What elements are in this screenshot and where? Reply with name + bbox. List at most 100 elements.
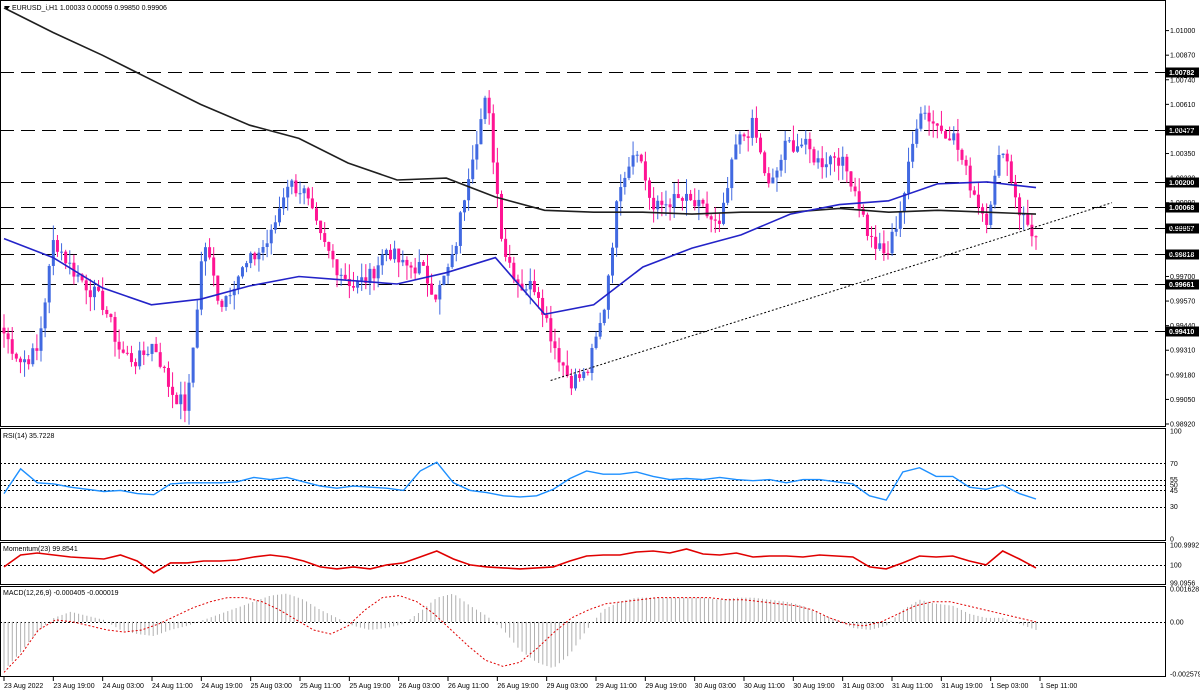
x-tick-label: 24 Aug 11:00 — [152, 683, 193, 690]
horizontal-level-label: 0.99661 — [1169, 282, 1194, 289]
price-y-tick-label: 0.99180 — [1170, 372, 1195, 379]
candle-body — [183, 394, 187, 411]
candle-body — [602, 309, 606, 324]
candle-body — [1013, 182, 1017, 198]
candle-body — [60, 251, 64, 253]
y-axis-labels: 1.01000 1.00870 1.00740 1.00610 1.00480 1.003… — [1165, 28, 1200, 679]
candle-body — [857, 191, 861, 209]
x-tick-label: 25 Aug 19:00 — [349, 683, 390, 690]
candle-body — [380, 254, 384, 266]
candle-body — [302, 188, 306, 194]
candle-body — [162, 366, 166, 368]
candle-body — [870, 235, 874, 237]
rsi-y-tick-label: 30 — [1170, 504, 1178, 511]
candle-body — [499, 193, 503, 239]
candle-body — [561, 362, 565, 366]
candle-body — [796, 146, 800, 152]
candle-body — [92, 286, 96, 298]
candle-body — [171, 386, 175, 395]
candle-body — [532, 280, 536, 293]
candle-body — [709, 216, 713, 220]
candle-body — [405, 259, 409, 266]
candle-body — [935, 123, 939, 126]
price-y-tick-label: 0.99700 — [1170, 274, 1195, 281]
candle-body — [923, 112, 927, 114]
candle-body — [693, 200, 697, 207]
macd-panel-title: MACD(12,26,9) -0.000405 -0.000019 — [3, 590, 119, 597]
macd-y-tick-label: 0.001628 — [1170, 587, 1199, 594]
candle-body — [701, 199, 705, 204]
momentum-layer — [0, 548, 1165, 574]
candle-body — [528, 280, 532, 290]
candle-body — [635, 154, 639, 156]
candle-body — [775, 170, 779, 178]
candle-body — [771, 177, 775, 184]
candle-body — [939, 125, 943, 132]
candle-body — [203, 247, 207, 262]
candle-body — [972, 190, 976, 195]
candle-body — [462, 200, 466, 213]
x-tick-label: 23 Aug 19:00 — [53, 683, 94, 690]
candle-body — [516, 279, 520, 284]
candle-body — [964, 159, 968, 166]
macd-y-tick-label: -0.002579 — [1170, 672, 1200, 679]
candle-body — [76, 274, 80, 277]
candle-body — [249, 253, 253, 264]
collapse-arrow-icon[interactable] — [4, 6, 10, 10]
candle-body — [812, 149, 816, 163]
x-tick-label: 31 Aug 03:00 — [843, 683, 884, 690]
candle-body — [240, 267, 244, 277]
candle-body — [154, 343, 158, 353]
candle-body — [212, 257, 216, 276]
x-tick-label: 24 Aug 03:00 — [103, 683, 144, 690]
candle-body — [730, 159, 734, 189]
candle-body — [347, 278, 351, 287]
candle-body — [294, 180, 298, 194]
candle-body — [454, 245, 458, 255]
candle-body — [685, 193, 689, 201]
candle-body — [919, 113, 923, 129]
rsi-y-tick-label: 0 — [1170, 537, 1174, 544]
x-tick-label: 30 Aug 11:00 — [744, 683, 785, 690]
candle-body — [574, 374, 578, 389]
candle-body — [664, 204, 668, 206]
candle-body — [1001, 153, 1005, 155]
horizontal-level-label: 0.99818 — [1169, 252, 1194, 259]
candle-body — [113, 317, 117, 342]
candle-body — [960, 149, 964, 160]
candle-body — [314, 208, 318, 221]
candle-body — [125, 352, 129, 354]
candle-body — [746, 136, 750, 138]
candle-body — [557, 348, 561, 363]
candle-body — [384, 249, 388, 255]
x-tick-label: 29 Aug 11:00 — [596, 683, 637, 690]
candle-body — [47, 265, 51, 303]
candle-body — [220, 300, 224, 307]
horizontal-level-badge — [1166, 249, 1199, 260]
price-y-tick-label: 1.00090 — [1170, 200, 1195, 207]
candle-body — [931, 121, 935, 124]
candle-body — [430, 283, 434, 295]
candle-body — [257, 252, 261, 260]
candle-body — [450, 254, 454, 268]
candle-body — [734, 144, 738, 160]
candle-body — [619, 187, 623, 202]
macd-panel-frame — [0, 586, 1166, 677]
candle-body — [438, 284, 442, 300]
candle-body — [639, 154, 643, 162]
candle-body — [853, 186, 857, 192]
candle-body — [985, 213, 989, 225]
candle-body — [458, 212, 462, 246]
price-y-tick-label: 1.00740 — [1170, 77, 1195, 84]
candle-body — [88, 290, 92, 298]
candle-body — [820, 158, 824, 168]
candle-body — [874, 236, 878, 249]
candle-body — [611, 247, 615, 276]
price-y-tick-label: 1.00480 — [1170, 126, 1195, 133]
candle-body — [51, 240, 55, 266]
candle-body — [2, 327, 6, 334]
momentum-y-tick-label: 100 — [1170, 562, 1182, 569]
candle-body — [615, 201, 619, 248]
moving-average-line — [3, 7, 1037, 215]
